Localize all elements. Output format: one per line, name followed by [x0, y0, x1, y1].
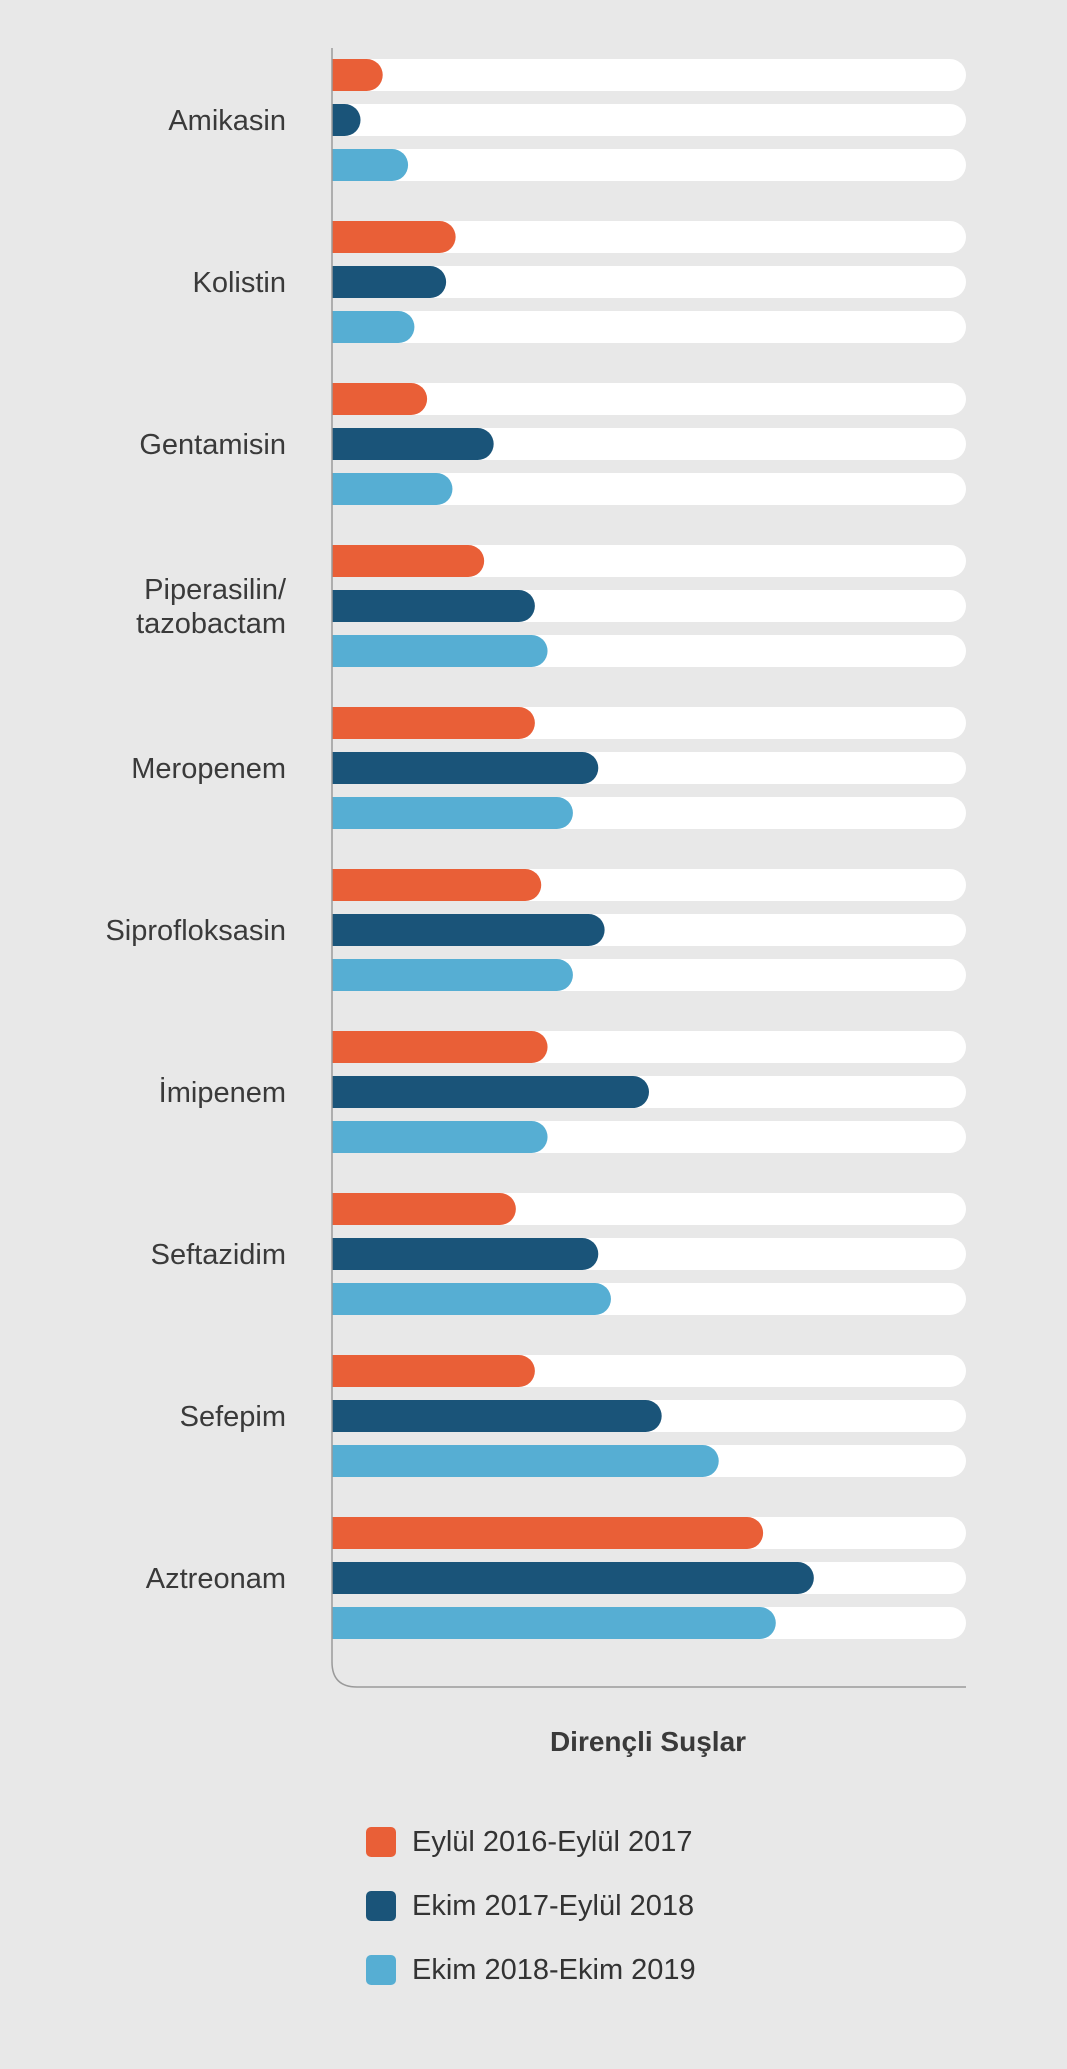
category-label: Sefepim [180, 1401, 286, 1433]
bar-track [332, 59, 966, 91]
category-label: Piperasilin/tazobactam [136, 574, 287, 640]
bar-8-0 [332, 1355, 535, 1387]
bar-0-0 [332, 59, 383, 91]
bar-track [332, 221, 966, 253]
bar-chart: Amikasin Kolistin Gentamisin Piperasilin/ta… [105, 48, 966, 1688]
bar-7-0 [332, 1193, 516, 1225]
bar-2-2 [332, 473, 453, 505]
bar-8-1 [332, 1400, 662, 1432]
bar-0-1 [332, 104, 361, 136]
category-label: Seftazidim [151, 1239, 286, 1271]
bar-track [332, 383, 966, 415]
bar-track [332, 104, 966, 136]
bar-2-0 [332, 383, 428, 415]
bar-2-1 [332, 428, 494, 460]
category-label: Gentamisin [139, 429, 286, 461]
legend-label: Ekim 2018-Ekim 2019 [412, 1953, 696, 1986]
legend-item: Ekim 2017-Eylül 2018 [366, 1890, 696, 1922]
bar-track [332, 266, 966, 298]
category-label: Aztreonam [146, 1563, 286, 1595]
bar-9-0 [332, 1517, 764, 1549]
category-label: Amikasin [168, 105, 286, 137]
bar-9-1 [332, 1562, 814, 1594]
category-label: İmipenem [159, 1076, 286, 1109]
bar-5-1 [332, 914, 605, 946]
legend-item: Ekim 2018-Ekim 2019 [366, 1954, 696, 1986]
bar-1-0 [332, 221, 456, 253]
bar-4-1 [332, 752, 599, 784]
axis-line [331, 48, 966, 1688]
bar-3-1 [332, 590, 535, 622]
bar-7-1 [332, 1238, 599, 1270]
bar-track [332, 149, 966, 181]
bar-8-2 [332, 1445, 719, 1477]
bar-3-2 [332, 635, 548, 667]
bar-0-2 [332, 149, 409, 181]
bar-4-0 [332, 707, 535, 739]
legend-label: Eylül 2016-Eylül 2017 [412, 1825, 693, 1858]
bar-6-1 [332, 1076, 649, 1108]
bar-track [332, 473, 966, 505]
legend-swatch [366, 1827, 396, 1857]
legend-label: Ekim 2017-Eylül 2018 [412, 1889, 695, 1922]
x-axis-label: Dirençli Suşlar [549, 1726, 747, 1757]
bar-1-2 [332, 311, 415, 343]
category-label: Kolistin [193, 267, 287, 299]
bar-4-2 [332, 797, 573, 829]
legend-item: Eylül 2016-Eylül 2017 [366, 1826, 696, 1858]
bar-5-2 [332, 959, 573, 991]
bar-3-0 [332, 545, 485, 577]
legend-swatch [366, 1891, 396, 1921]
bar-9-2 [332, 1607, 776, 1639]
bar-6-2 [332, 1121, 548, 1153]
legend: Eylül 2016-Eylül 2017 Ekim 2017-Eylül 201… [366, 1826, 696, 2018]
bar-1-1 [332, 266, 447, 298]
bar-5-0 [332, 869, 542, 901]
category-label: Meropenem [131, 753, 286, 785]
bar-track [332, 545, 966, 577]
legend-swatch [366, 1955, 396, 1985]
bar-7-2 [332, 1283, 611, 1315]
bar-6-0 [332, 1031, 548, 1063]
category-label: Siprofloksasin [105, 915, 286, 947]
bar-track [332, 311, 966, 343]
